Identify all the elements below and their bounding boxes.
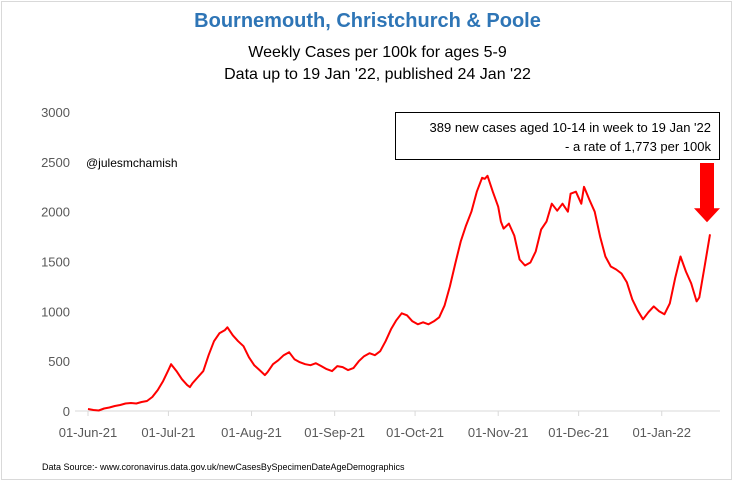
annotation-line-1: 389 new cases aged 10-14 in week to 19 J… bbox=[429, 120, 711, 135]
x-tick-label: 01-Jan-22 bbox=[632, 425, 691, 440]
annotation-arrow bbox=[694, 163, 720, 223]
y-tick-label: 1000 bbox=[41, 304, 70, 319]
chart-subtitle-line-1: Weekly Cases per 100k for ages 5-9 bbox=[248, 44, 507, 61]
y-tick-label: 2000 bbox=[41, 205, 70, 220]
y-tick-label: 2500 bbox=[41, 155, 70, 170]
y-tick-label: 3000 bbox=[41, 105, 70, 120]
x-tick-label: 01-Nov-21 bbox=[468, 425, 529, 440]
twitter-handle: @julesmchamish bbox=[86, 156, 178, 170]
y-tick-label: 0 bbox=[63, 404, 70, 419]
chart-title: Bournemouth, Christchurch & Poole bbox=[194, 10, 541, 32]
series-line bbox=[87, 174, 711, 412]
chart-subtitle-line-2: Data up to 19 Jan '22, published 24 Jan … bbox=[224, 66, 531, 83]
x-tick-label: 01-Jun-21 bbox=[59, 425, 118, 440]
annotation-box: 389 new cases aged 10-14 in week to 19 J… bbox=[395, 112, 720, 160]
data-source-note: Data Source:- www.coronavirus.data.gov.u… bbox=[42, 462, 405, 472]
y-tick-label: 500 bbox=[48, 354, 70, 369]
x-tick-label: 01-Dec-21 bbox=[548, 425, 609, 440]
x-tick-label: 01-Sep-21 bbox=[304, 425, 365, 440]
x-tick-label: 01-Oct-21 bbox=[386, 425, 444, 440]
y-tick-label: 1500 bbox=[41, 255, 70, 270]
x-tick-label: 01-Aug-21 bbox=[221, 425, 282, 440]
x-tick-label: 01-Jul-21 bbox=[141, 425, 195, 440]
annotation-line-2: - a rate of 1,773 per 100k bbox=[565, 139, 711, 154]
